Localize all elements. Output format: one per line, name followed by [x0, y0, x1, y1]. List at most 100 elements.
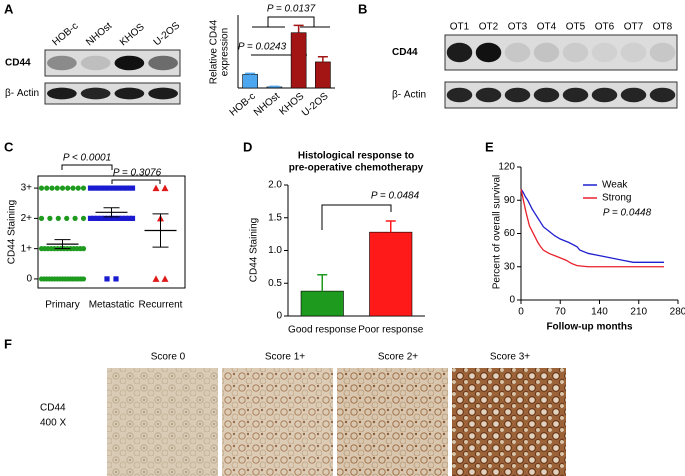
error-bar [293, 24, 304, 33]
lane-label: OT8 [653, 22, 673, 33]
bar [242, 74, 258, 89]
point [119, 215, 125, 221]
sem-bar [152, 213, 169, 248]
band [47, 87, 77, 100]
band [475, 42, 502, 63]
point [111, 185, 117, 191]
annotation: P = 0.0448 [603, 208, 652, 219]
point [38, 215, 45, 221]
band [80, 55, 111, 71]
band [591, 42, 618, 63]
band [446, 87, 473, 103]
point [87, 215, 94, 221]
y-tick-label: 120 [498, 162, 515, 173]
band [475, 87, 502, 103]
row-label: CD44 [392, 47, 418, 58]
band [591, 87, 618, 103]
point [72, 215, 78, 221]
y-axis-label: Percent of overall survival [492, 175, 503, 290]
bar [300, 290, 344, 317]
point [64, 215, 70, 221]
x-tick-label: Recurrent [139, 300, 183, 311]
panel-label: E [485, 139, 494, 154]
annotation: P = 0.0484 [371, 191, 420, 202]
band [533, 42, 560, 63]
row-label: β- Actin [5, 88, 39, 99]
point [125, 185, 131, 191]
x-tick-label: NHOst [252, 91, 282, 119]
error-bar [245, 72, 256, 75]
point [129, 215, 136, 221]
ihc-image [107, 368, 218, 476]
y-tick-label: 3+ [21, 183, 33, 194]
lane-label: OT4 [537, 22, 557, 33]
y-tick-label: 2+ [21, 213, 33, 224]
panel-label: D [243, 139, 252, 154]
point [80, 276, 87, 282]
panel-label: C [4, 139, 14, 154]
y-axis-label: CD44 Staining [249, 218, 260, 282]
image-title: Score 1+ [265, 352, 305, 363]
band [80, 87, 111, 100]
band [148, 55, 178, 71]
legend-label: Strong [602, 193, 631, 204]
point [104, 276, 110, 282]
lane-label: OT6 [595, 22, 615, 33]
error-bar [317, 273, 328, 292]
point [105, 215, 111, 221]
point [44, 185, 50, 191]
point [120, 185, 126, 191]
x-tick-label: 140 [591, 307, 608, 318]
point [129, 185, 136, 191]
band [504, 87, 531, 103]
ihc-image [452, 368, 566, 476]
point [38, 185, 45, 191]
panel-label: F [4, 336, 12, 351]
point [94, 215, 101, 221]
x-tick-label: Poor response [358, 325, 423, 336]
band [620, 42, 647, 63]
point [54, 185, 60, 191]
x-tick-label: U-2OS [300, 91, 331, 119]
error-bar [385, 220, 396, 233]
y-tick-label: 90 [504, 195, 516, 206]
ihc-image [337, 368, 448, 476]
x-tick-label: HOB-c [228, 91, 258, 119]
annotation: P < 0.0001 [63, 153, 111, 164]
point [115, 215, 122, 221]
point [98, 215, 104, 221]
point [92, 185, 98, 191]
point [49, 185, 55, 191]
point [126, 215, 132, 221]
x-tick-label: 280 [670, 307, 685, 318]
point [161, 184, 169, 192]
image-title: Score 0 [151, 352, 186, 363]
significance-bracket [252, 16, 330, 28]
error-bar [317, 55, 328, 62]
point [152, 184, 160, 192]
point [113, 276, 119, 282]
y-tick-label: 30 [504, 261, 516, 272]
band [649, 87, 676, 103]
point [80, 246, 87, 252]
significance-bracket [111, 179, 161, 184]
band [649, 42, 676, 63]
point [106, 185, 112, 191]
point [80, 215, 87, 221]
row-label: 400 X [40, 418, 66, 429]
point [55, 215, 61, 221]
x-tick-label: 70 [555, 307, 567, 318]
lane-label: HOB-c [50, 21, 80, 49]
error-bar [269, 85, 280, 88]
point [70, 185, 76, 191]
plot-frame [37, 175, 186, 289]
point [101, 185, 108, 191]
y-tick-label: 1.0 [268, 245, 282, 256]
band [533, 87, 560, 103]
y-tick-label: 0 [276, 311, 282, 322]
point [80, 185, 87, 191]
band [620, 87, 647, 103]
band [562, 87, 589, 103]
bar [369, 231, 413, 317]
